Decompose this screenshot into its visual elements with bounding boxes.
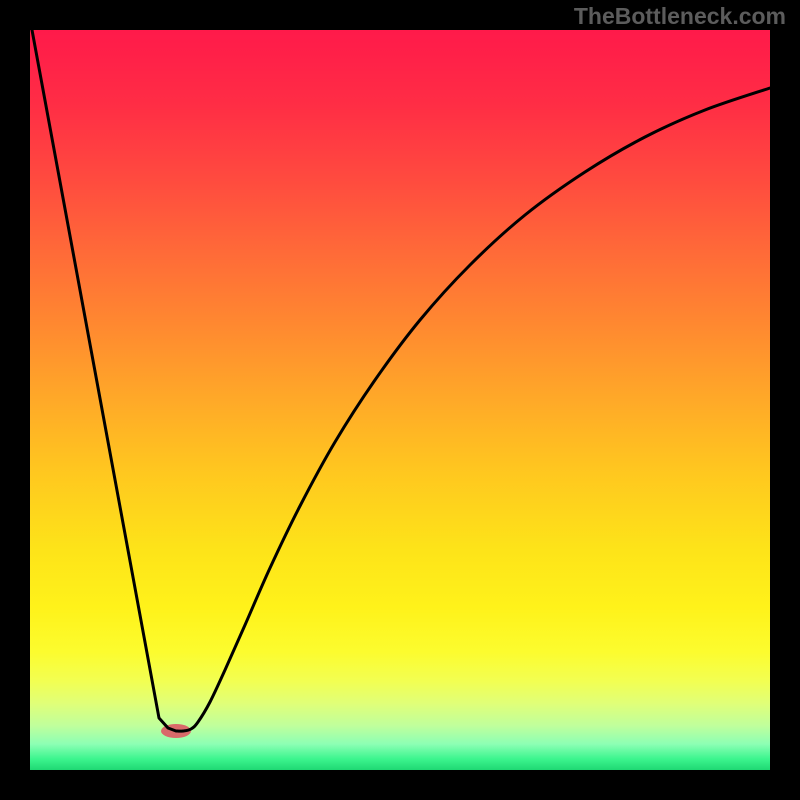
watermark-text: TheBottleneck.com [574, 3, 786, 30]
chart-svg [0, 0, 800, 800]
chart-container: TheBottleneck.com [0, 0, 800, 800]
plot-background [30, 30, 770, 770]
